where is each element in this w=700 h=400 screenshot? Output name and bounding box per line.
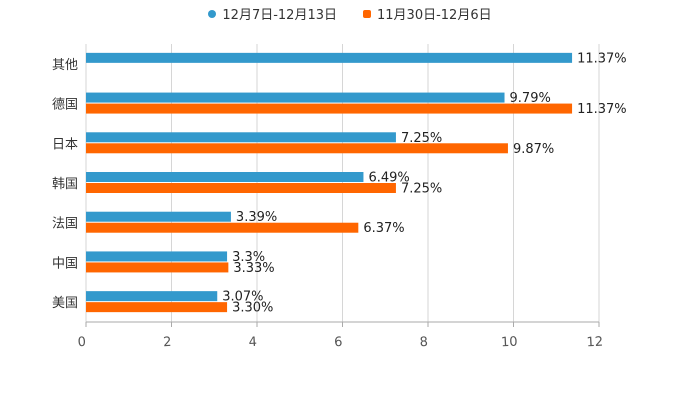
category-label: 法国 <box>52 217 78 232</box>
bar-series-2 <box>86 222 359 233</box>
data-label-series-2: 7.25% <box>401 182 442 197</box>
legend-marker-series-2 <box>363 9 371 18</box>
category-label: 德国 <box>52 98 78 113</box>
data-label-series-2: 11.37% <box>577 102 627 117</box>
bar-series-1 <box>86 52 573 63</box>
category-label: 其他 <box>52 58 78 73</box>
data-label-series-2: 3.33% <box>233 261 274 276</box>
legend-item-series-1[interactable]: 12月7日-12月13日 <box>208 4 337 23</box>
bar-series-1 <box>86 92 505 103</box>
data-label-series-1: 7.25% <box>401 131 442 146</box>
x-tick-label: 6 <box>334 335 343 350</box>
data-label-series-1: 3.3% <box>232 250 265 265</box>
bar-series-1 <box>86 172 364 182</box>
bar-series-1 <box>86 211 231 222</box>
x-tick-label: 2 <box>163 335 172 350</box>
legend-item-series-2[interactable]: 11月30日-12月6日 <box>363 4 492 23</box>
bar-series-2 <box>86 302 228 313</box>
bar-series-1 <box>86 291 218 302</box>
data-label-series-1: 6.49% <box>368 171 409 186</box>
data-label-series-1: 9.79% <box>510 91 551 106</box>
data-label-series-2: 3.30% <box>232 301 273 316</box>
data-label-series-1: 3.07% <box>222 290 263 305</box>
category-label: 中国 <box>52 256 78 271</box>
bar-series-2 <box>86 183 396 193</box>
x-tick-label: 0 <box>77 335 86 350</box>
x-tick-label: 8 <box>419 335 428 350</box>
bar-series-1 <box>86 251 228 262</box>
bar-series-2 <box>86 103 573 114</box>
data-label-series-2: 6.37% <box>363 221 404 236</box>
category-label: 韩国 <box>52 177 78 192</box>
bar-series-2 <box>86 262 229 273</box>
category-label: 日本 <box>52 137 78 152</box>
category-label: 美国 <box>52 296 78 311</box>
data-label-series-1: 11.37% <box>577 51 627 66</box>
data-label-series-1: 3.39% <box>236 210 277 225</box>
x-tick-label: 4 <box>248 335 257 350</box>
data-label-series-2: 9.87% <box>513 142 554 157</box>
bar-series-1 <box>86 132 396 143</box>
bar-series-2 <box>86 143 508 154</box>
legend-marker-series-1 <box>208 9 217 18</box>
x-tick-label: 12 <box>586 335 603 351</box>
legend-label-series-1: 12月7日-12月13日 <box>222 8 337 23</box>
legend-label-series-2: 11月30日-12月6日 <box>377 8 492 23</box>
x-tick-label: 10 <box>501 335 518 351</box>
chart-legend: 12月7日-12月13日 11月30日-12月6日 <box>0 4 700 23</box>
